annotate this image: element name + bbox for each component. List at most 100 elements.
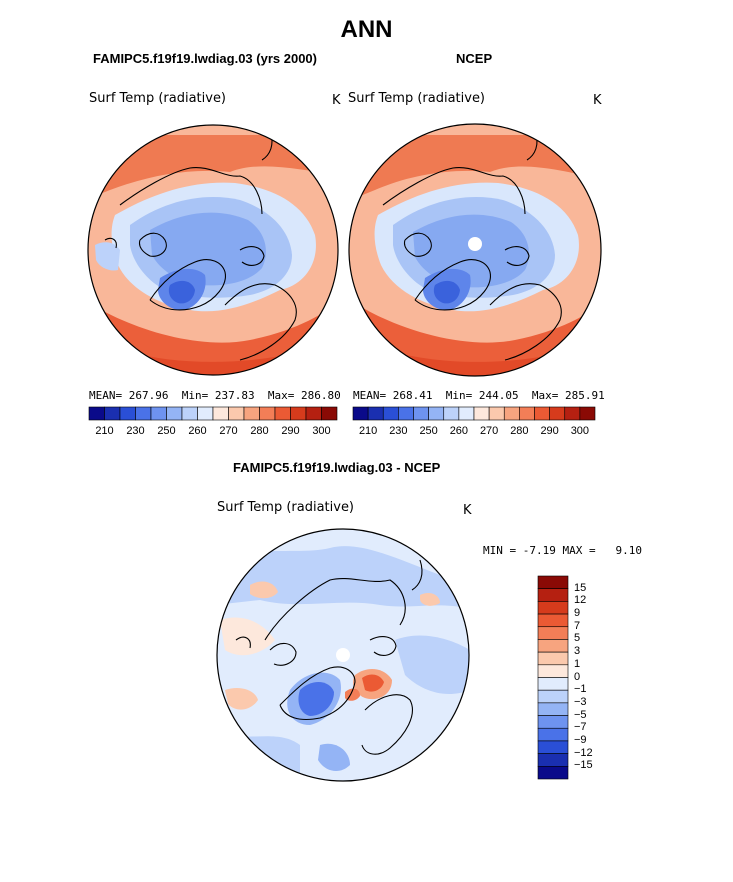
difference-colorbar-swatch bbox=[537, 689, 569, 704]
right-colorbar-tick-label: 270 bbox=[479, 425, 499, 437]
right-colorbar-swatch bbox=[473, 406, 490, 421]
right-colorbar-tick-label: 290 bbox=[540, 425, 559, 437]
right-colorbar-tick-label: 280 bbox=[510, 425, 529, 437]
right-colorbar-swatch bbox=[398, 406, 414, 421]
left-colorbar-swatch bbox=[181, 406, 198, 421]
left-colorbar-swatch bbox=[150, 406, 167, 421]
right-panel-variable: Surf Temp (radiative) bbox=[348, 91, 486, 106]
left-panel-units: K bbox=[332, 93, 341, 108]
difference-colorbar-swatch bbox=[537, 626, 569, 640]
left-colorbar-swatch bbox=[259, 406, 276, 421]
difference-variable: Surf Temp (radiative) bbox=[217, 500, 355, 515]
left-colorbar-swatch bbox=[274, 406, 291, 421]
left-colorbar-tick-label: 230 bbox=[126, 425, 145, 437]
right-colorbar-tick-label: 230 bbox=[389, 425, 408, 437]
left-colorbar-swatch bbox=[135, 406, 152, 421]
left-colorbar-swatch bbox=[88, 406, 105, 421]
right-min-value: 244.05 bbox=[478, 389, 519, 402]
right-max-value: 285.91 bbox=[565, 389, 605, 402]
left-colorbar-tick-label: 250 bbox=[157, 425, 176, 437]
difference-colorbar-swatch bbox=[537, 575, 569, 589]
right-colorbar-swatch bbox=[382, 406, 399, 421]
difference-colorbar-swatch bbox=[537, 613, 569, 628]
difference-colorbar-swatch bbox=[537, 702, 569, 716]
difference-min-value: -7.19 bbox=[522, 544, 556, 557]
left-mean-value: 267.96 bbox=[128, 389, 169, 402]
right-colorbar-tick-label: 260 bbox=[449, 425, 469, 437]
right-colorbar-tick-label: 210 bbox=[358, 425, 378, 437]
right-min-label: Min= bbox=[445, 389, 473, 402]
right-panel-case-title: NCEP bbox=[456, 51, 493, 66]
difference-units: K bbox=[463, 503, 472, 518]
right-mean-value: 268.41 bbox=[392, 389, 433, 402]
right-colorbar-swatch bbox=[519, 406, 535, 421]
left-colorbar-tick-label: 290 bbox=[281, 425, 300, 437]
right-colorbar-swatch bbox=[413, 406, 429, 421]
difference-colorbar-swatch bbox=[537, 677, 569, 691]
right-panel-units: K bbox=[593, 93, 602, 108]
difference-colorbar-swatch bbox=[537, 651, 569, 666]
left-colorbar-tick-label: 210 bbox=[95, 425, 114, 437]
left-colorbar-swatch bbox=[104, 406, 121, 421]
left-polar-map bbox=[88, 125, 338, 375]
difference-case-title: FAMIPC5.f19f19.lwdiag.03 - NCEP bbox=[233, 460, 441, 475]
figure-title: ANN bbox=[340, 16, 393, 43]
left-colorbar-swatch bbox=[119, 406, 136, 421]
difference-colorbar-swatch bbox=[537, 753, 569, 767]
right-colorbar-swatch bbox=[352, 406, 369, 421]
difference-colorbar-swatch bbox=[537, 588, 569, 602]
left-colorbar-swatch bbox=[305, 406, 322, 421]
left-colorbar-swatch bbox=[228, 406, 245, 421]
right-mean-label: MEAN= bbox=[353, 389, 387, 402]
right-colorbar bbox=[352, 406, 596, 421]
left-colorbar-swatch bbox=[290, 406, 307, 421]
right-colorbar-swatch bbox=[564, 406, 581, 421]
right-colorbar-labels: 210 230 250 260 270 280 290 300 bbox=[0, 425, 733, 441]
difference-max-value: 9.10 bbox=[615, 544, 643, 557]
left-panel-case-title: FAMIPC5.f19f19.lwdiag.03 (yrs 2000) bbox=[93, 51, 317, 66]
left-colorbar-labels: 210 230 250 260 270 280 290 300 bbox=[0, 425, 733, 441]
difference-colorbar-swatch bbox=[537, 664, 569, 678]
right-colorbar-swatch bbox=[488, 406, 505, 421]
difference-max-label: MAX = bbox=[562, 544, 596, 557]
left-min-label: Min= bbox=[181, 389, 209, 402]
difference-colorbar-swatch bbox=[537, 727, 569, 742]
difference-colorbar-swatch bbox=[537, 601, 569, 615]
right-colorbar-tick-label: 300 bbox=[570, 425, 590, 437]
left-colorbar-swatch bbox=[212, 406, 229, 421]
left-max-value: 286.80 bbox=[301, 389, 341, 402]
right-colorbar-swatch bbox=[549, 406, 566, 421]
left-colorbar bbox=[88, 406, 338, 421]
left-colorbar-swatch bbox=[166, 406, 183, 421]
difference-min-label: MIN = bbox=[483, 544, 517, 557]
left-colorbar-swatch bbox=[197, 406, 214, 421]
right-colorbar-swatch bbox=[443, 406, 460, 421]
left-colorbar-swatch bbox=[321, 406, 338, 421]
left-min-value: 237.83 bbox=[214, 389, 255, 402]
left-panel-variable: Surf Temp (radiative) bbox=[89, 91, 227, 106]
difference-colorbar-swatch bbox=[537, 766, 569, 780]
right-colorbar-swatch bbox=[534, 406, 550, 421]
right-colorbar-tick-label: 250 bbox=[419, 425, 438, 437]
right-colorbar-swatch bbox=[428, 406, 445, 421]
left-colorbar-swatch bbox=[243, 406, 260, 421]
left-panel-stats: MEAN= 267.96 Min= 237.83 Max= 286.80 bbox=[89, 389, 341, 402]
right-colorbar-swatch bbox=[579, 406, 596, 421]
right-panel-stats: MEAN= 268.41 Min= 244.05 Max= 285.91 bbox=[353, 389, 605, 402]
right-colorbar-swatch bbox=[503, 406, 520, 421]
difference-colorbar-swatch bbox=[537, 639, 569, 653]
left-mean-label: MEAN= bbox=[89, 389, 123, 402]
difference-colorbar bbox=[537, 575, 569, 780]
difference-colorbar-swatch bbox=[537, 740, 569, 754]
difference-polar-map bbox=[217, 529, 469, 781]
right-colorbar-swatch bbox=[367, 406, 384, 421]
left-colorbar-tick-label: 270 bbox=[219, 425, 238, 437]
difference-colorbar-swatch bbox=[537, 715, 569, 729]
right-max-label: Max= bbox=[531, 389, 559, 402]
left-colorbar-tick-label: 280 bbox=[250, 425, 269, 437]
right-polar-map bbox=[349, 124, 601, 376]
difference-min-max: MIN = -7.19 MAX = 9.10 bbox=[483, 544, 642, 557]
left-max-label: Max= bbox=[267, 389, 295, 402]
right-colorbar-swatch bbox=[458, 406, 475, 421]
